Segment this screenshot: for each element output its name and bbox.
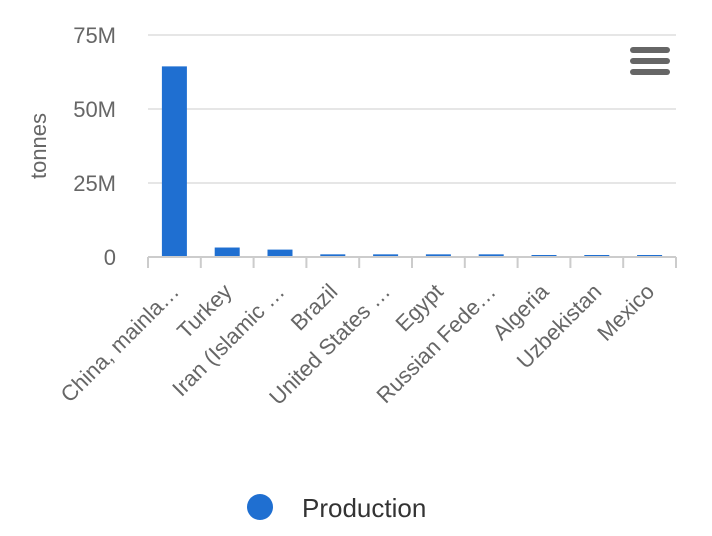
bar[interactable] xyxy=(320,254,346,257)
hamburger-menu-icon xyxy=(630,47,670,75)
y-tick-label: 0 xyxy=(104,245,116,270)
bar[interactable] xyxy=(214,247,240,257)
chart-menu-button[interactable] xyxy=(630,47,670,75)
y-tick-label: 50M xyxy=(73,97,116,122)
legend-marker xyxy=(247,494,273,520)
x-tick-label: Mexico xyxy=(592,279,659,346)
legend[interactable]: Production xyxy=(247,493,426,523)
gridlines xyxy=(148,34,676,184)
y-axis-title: tonnes xyxy=(26,113,51,179)
bar[interactable] xyxy=(478,254,504,257)
y-tick-label: 75M xyxy=(73,23,116,48)
bar[interactable] xyxy=(373,254,399,257)
y-tick-label: 25M xyxy=(73,171,116,196)
bar[interactable] xyxy=(161,66,187,257)
x-tick-label: China, mainla… xyxy=(56,279,184,407)
y-axis-tick-labels: 0 25M 50M 75M xyxy=(73,23,116,270)
bar[interactable] xyxy=(267,249,293,257)
bar[interactable] xyxy=(425,254,451,257)
x-axis-ticks xyxy=(147,257,677,268)
bars xyxy=(161,66,663,257)
legend-label: Production xyxy=(302,493,426,523)
